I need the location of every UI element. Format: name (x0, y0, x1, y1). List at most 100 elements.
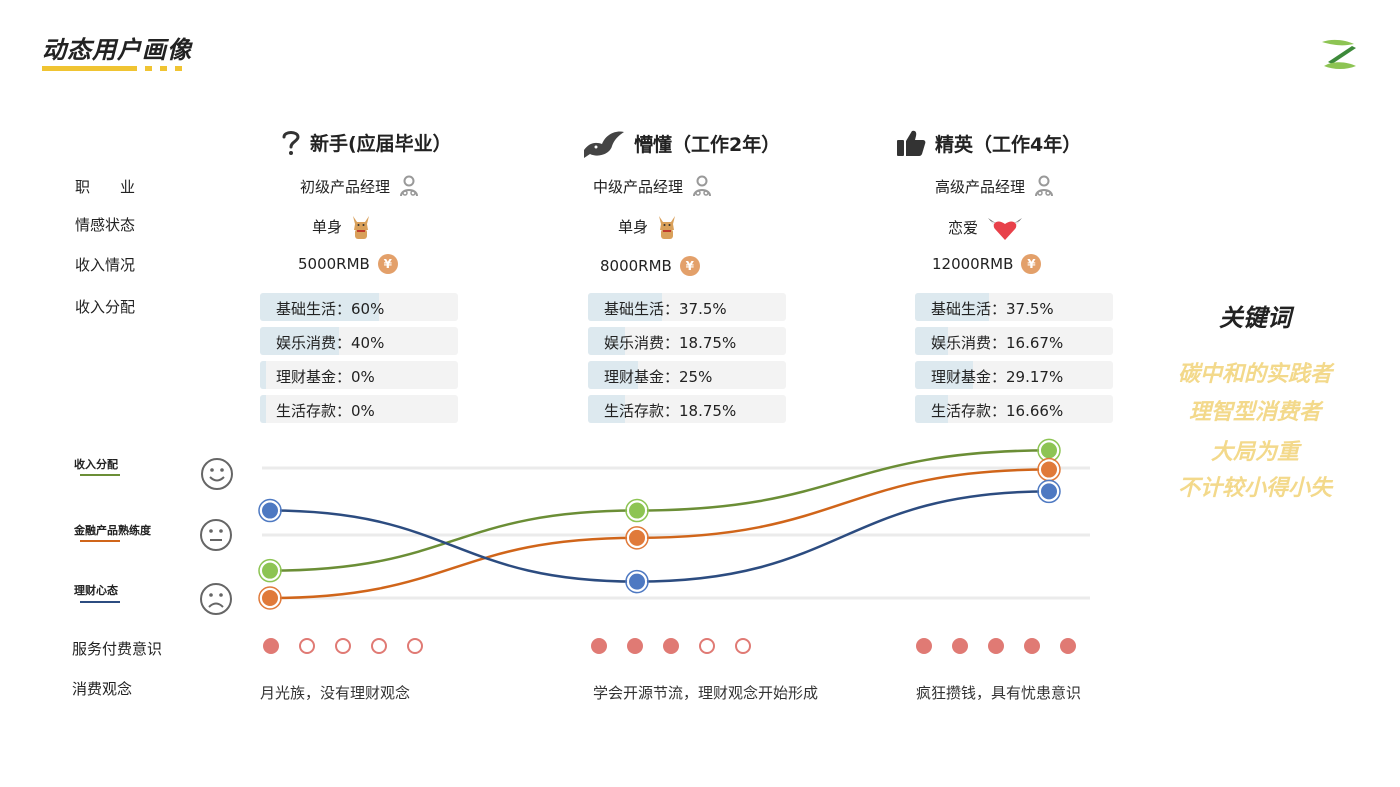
happy-face-icon (201, 458, 233, 490)
allocation-bar-label: 基础生活：37.5% (604, 300, 727, 318)
allocation-bar-label: 基础生活：37.5% (931, 300, 1054, 318)
allocation-bar: 基础生活：60% (260, 293, 458, 321)
stage-header: 新手(应届毕业） (280, 128, 452, 156)
allocation-bar: 理财基金：0% (260, 361, 458, 389)
data-point-ring (258, 498, 282, 523)
data-point-ring (625, 569, 649, 594)
income-value: 8000RMB (600, 257, 672, 275)
allocation-bar: 生活存款：16.66% (915, 395, 1113, 423)
rating-dot-filled (988, 638, 1004, 654)
data-point-ring (625, 498, 649, 523)
yuan-coin-icon: ¥ (1021, 254, 1042, 274)
keywords-title: 关键词 (1219, 304, 1291, 332)
allocation-bar-label: 基础生活：60% (276, 300, 385, 318)
allocation-bar: 生活存款：18.75% (588, 395, 786, 423)
allocation-bar: 基础生活：37.5% (588, 293, 786, 321)
data-point (260, 500, 280, 521)
job-title: 中级产品经理 (593, 177, 684, 196)
income-value: 5000RMB (298, 255, 370, 273)
row-label-income: 收入情况 (75, 256, 136, 274)
income-cell: 12000RMB ¥ (932, 254, 1042, 274)
rating-dot-empty (371, 638, 387, 654)
user-icon (400, 175, 419, 197)
dog-icon (353, 216, 370, 239)
data-point (260, 560, 280, 581)
rating-dot-filled (1024, 638, 1040, 654)
allocation-bar-label: 理财基金：0% (276, 368, 375, 386)
rating-dot-empty (735, 638, 751, 654)
legend-label: 收入分配 (74, 458, 118, 471)
allocation-bar-fill (260, 327, 340, 355)
title-dash (175, 66, 182, 71)
allocation-bar: 基础生活：37.5% (915, 293, 1113, 321)
dog-icon (659, 216, 676, 239)
allocation-bar-fill (588, 361, 638, 389)
rating-dot-empty (335, 638, 351, 654)
data-point-ring (1037, 479, 1061, 504)
relationship-cell: 单身 (312, 212, 372, 240)
legend-swatch (80, 540, 120, 542)
rating-dot-empty (699, 638, 715, 654)
thumbs-up-icon (897, 130, 926, 156)
row-label-view: 消费观念 (72, 680, 133, 698)
page-title: 动态用户画像 (42, 36, 192, 64)
job-title: 高级产品经理 (935, 177, 1026, 196)
allocation-bar-fill (588, 327, 626, 355)
allocation-bar: 娱乐消费：16.67% (915, 327, 1113, 355)
legend-swatch (80, 474, 120, 476)
stage-title: 懵懂（工作2年） (634, 133, 781, 156)
relationship-cell: 单身 (618, 212, 678, 240)
allocation-bar-fill (588, 395, 626, 423)
data-point (260, 588, 280, 608)
income-value: 12000RMB (932, 255, 1014, 273)
allocation-bar-label: 生活存款：16.66% (931, 402, 1064, 420)
relationship-status: 单身 (618, 217, 649, 236)
allocation-bar-fill (915, 293, 990, 321)
neutral-face-icon (200, 519, 232, 551)
allocation-bar-fill (915, 361, 973, 389)
rating-dot-empty (407, 638, 423, 654)
consumption-view: 疯狂攒钱，具有忧患意识 (916, 684, 1082, 702)
user-icon (1035, 175, 1054, 197)
rating-dot-filled (663, 638, 679, 654)
job-title: 初级产品经理 (300, 177, 391, 196)
rating-dot-filled (952, 638, 968, 654)
rating-dot-filled (591, 638, 607, 654)
allocation-bar-label: 生活存款：0% (276, 402, 375, 420)
relationship-cell: 恋爱 (948, 212, 1024, 242)
allocation-bar: 理财基金：29.17% (915, 361, 1113, 389)
rating-dot-filled (1060, 638, 1076, 654)
stage-header: 精英（工作4年） (895, 128, 1081, 158)
consumption-view: 学会开源节流，理财观念开始形成 (593, 684, 819, 702)
row-label-relationship: 情感状态 (75, 216, 136, 234)
consumption-view: 月光族，没有理财观念 (260, 684, 411, 702)
legend-label: 理财心态 (74, 584, 118, 597)
sad-face-icon (200, 583, 232, 615)
data-point (1039, 459, 1059, 480)
allocation-bar-label: 娱乐消费：18.75% (604, 334, 737, 352)
keyword-item: 碳中和的实践者 (1177, 362, 1332, 387)
allocation-bar: 生活存款：0% (260, 395, 458, 423)
data-point-ring (258, 586, 282, 610)
data-point (627, 500, 647, 521)
data-point (1039, 440, 1059, 461)
rating-dot-empty (299, 638, 315, 654)
rating-dot-filled (627, 638, 643, 654)
keyword-item: 大局为重 (1210, 440, 1299, 465)
job-cell: 高级产品经理 (935, 175, 1055, 197)
title-underline (42, 66, 137, 71)
legend-label: 金融产品熟练度 (74, 524, 151, 537)
allocation-bar: 理财基金：25% (588, 361, 786, 389)
yuan-coin-icon: ¥ (679, 256, 700, 276)
allocation-bar-label: 生活存款：18.75% (604, 402, 737, 420)
allocation-bar-label: 娱乐消费：40% (276, 334, 385, 352)
income-cell: 8000RMB ¥ (600, 256, 700, 276)
allocation-bar-fill (260, 395, 266, 423)
title-dash (145, 66, 152, 71)
data-point-ring (258, 558, 282, 583)
title-dash (160, 66, 167, 71)
row-label-allocation: 收入分配 (75, 298, 136, 316)
yuan-coin-icon: ¥ (377, 254, 398, 274)
allocation-bar-fill (260, 361, 266, 389)
row-label-job: 职 业 (75, 178, 136, 196)
